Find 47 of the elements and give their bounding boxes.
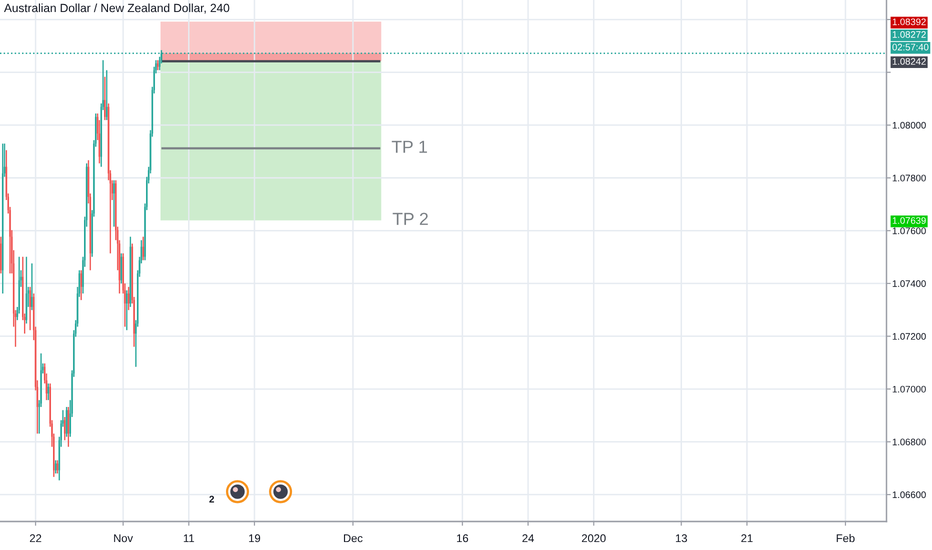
y-tick-label: 1.07600 (892, 227, 926, 234)
series-label: TP 1 (392, 140, 427, 153)
candlestick (80, 270, 82, 301)
candlestick (54, 460, 56, 474)
candlestick (128, 286, 130, 311)
candlestick (48, 382, 50, 401)
candlestick (66, 406, 68, 438)
x-tick-label: 11 (184, 534, 194, 542)
x-tick-label: 16 (457, 534, 468, 542)
chart-title: Australian Dollar / New Zealand Dollar, 240 (4, 4, 230, 14)
candlestick (156, 60, 159, 71)
x-tick-label: Nov (114, 534, 133, 542)
candlestick (126, 290, 128, 331)
y-tick-label: 1.07000 (892, 386, 926, 393)
x-tick-label: 22 (30, 534, 42, 542)
y-tick-label: 1.08000 (892, 122, 926, 129)
x-tick-label: 13 (676, 534, 687, 542)
x-tick-label: 2020 (582, 534, 606, 542)
band-label: TP 2 (392, 212, 428, 225)
x-tick-label: 21 (741, 534, 753, 542)
x-tick-label: 19 (249, 534, 260, 542)
candlestick (104, 76, 106, 121)
y-tick-label: 1.07639 (892, 217, 926, 224)
candlestick (130, 236, 132, 308)
candlestick (56, 460, 58, 474)
y-tick-label: 1.07400 (892, 280, 926, 287)
y-tick-label: 1.08242 (892, 58, 926, 65)
candlestick (31, 262, 33, 311)
annotation: 2 (209, 496, 214, 503)
candlestick (106, 70, 108, 121)
x-tick-label: Feb (836, 534, 855, 542)
candlestick (0, 236, 2, 274)
y-tick-label: 1.08392 (892, 18, 926, 26)
ref-line-label: 1.08272 02:57:40 (892, 31, 928, 50)
y-tick-label: 1.06600 (892, 491, 926, 498)
y-tick-label: 1.07800 (892, 174, 926, 182)
candlestick (68, 406, 70, 448)
candlestick (29, 286, 31, 331)
candlestick (26, 256, 28, 324)
x-tick-label: 24 (522, 534, 534, 542)
candlestick (64, 416, 66, 441)
candlestick (120, 252, 122, 284)
candlestick (142, 236, 144, 261)
candlestick (113, 180, 115, 228)
y-tick-label: 1.06800 (892, 438, 926, 446)
x-tick-label: Dec (344, 534, 363, 542)
y-tick-label: 1.07200 (892, 333, 926, 340)
